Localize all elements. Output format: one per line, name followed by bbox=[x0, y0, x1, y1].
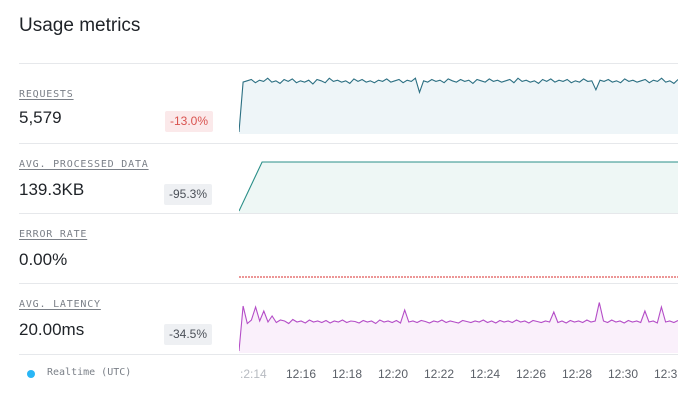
time-tick: 12:18 bbox=[332, 367, 363, 381]
sparkline-processed-data-area bbox=[239, 162, 678, 213]
metric-label-latency[interactable]: AVG. LATENCY bbox=[19, 299, 101, 310]
change-badge-latency: -34.5% bbox=[164, 324, 213, 345]
realtime-legend-label: Realtime (UTC) bbox=[47, 367, 132, 378]
metric-row-latency[interactable]: AVG. LATENCY 20.00ms -34.5% bbox=[19, 283, 678, 354]
time-tick: :2:14 bbox=[240, 367, 267, 381]
sparkline-latency-area bbox=[239, 302, 678, 353]
time-tick: 12:24 bbox=[470, 367, 501, 381]
time-tick: 12:28 bbox=[562, 367, 593, 381]
metric-label-requests[interactable]: REQUESTS bbox=[19, 89, 74, 100]
realtime-legend-dot bbox=[27, 370, 35, 378]
sparkline-latency[interactable] bbox=[239, 290, 678, 360]
metric-value-requests: 5,579 bbox=[19, 108, 62, 127]
sparkline-latency-line bbox=[239, 302, 678, 352]
metric-value-processed-data: 139.3KB bbox=[19, 180, 85, 199]
change-badge-requests: -13.0% bbox=[165, 111, 214, 132]
metric-label-processed-data[interactable]: AVG. PROCESSED DATA bbox=[19, 159, 149, 170]
time-tick: 12:22 bbox=[424, 367, 455, 381]
metric-value-latency: 20.00ms bbox=[19, 320, 85, 339]
time-tick: 12:32 bbox=[654, 367, 678, 381]
change-badge-processed-data: -95.3% bbox=[164, 184, 213, 205]
sparkline-error-rate[interactable] bbox=[239, 220, 678, 290]
metric-label-error-rate[interactable]: ERROR RATE bbox=[19, 229, 88, 240]
time-tick: 12:30 bbox=[608, 367, 639, 381]
time-tick: 12:20 bbox=[378, 367, 409, 381]
sparkline-processed-data-line bbox=[239, 161, 678, 212]
sparkline-requests-area bbox=[239, 78, 678, 134]
metric-value-error-rate: 0.00% bbox=[19, 250, 68, 269]
time-tick: 12:26 bbox=[516, 367, 547, 381]
sparkline-requests-line bbox=[239, 77, 678, 133]
sparkline-requests[interactable] bbox=[239, 64, 678, 134]
time-tick: 12:16 bbox=[286, 367, 317, 381]
metric-row-processed-data[interactable]: AVG. PROCESSED DATA 139.3KB -95.3% bbox=[19, 143, 678, 214]
sparkline-processed-data[interactable] bbox=[239, 150, 678, 220]
metric-row-requests[interactable]: REQUESTS 5,579 -13.0% bbox=[19, 63, 678, 134]
metric-row-error-rate[interactable]: ERROR RATE 0.00% bbox=[19, 213, 678, 284]
page-title: Usage metrics bbox=[19, 15, 141, 36]
time-axis: Realtime (UTC) :2:14 12:16 12:18 12:20 12:22… bbox=[19, 354, 678, 412]
